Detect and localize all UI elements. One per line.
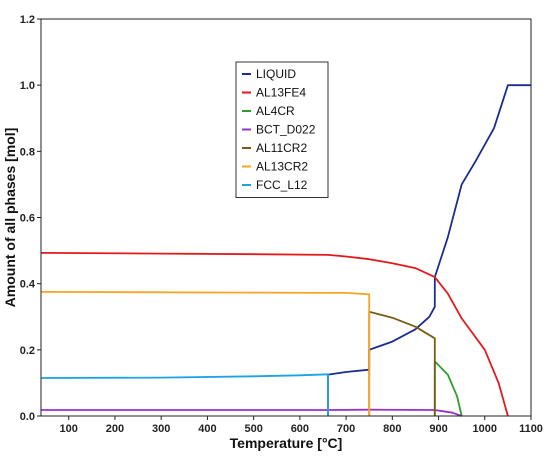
x-tick-label: 300: [152, 423, 170, 435]
x-tick-label: 1000: [473, 423, 497, 435]
series-line-fcc_l12: [40, 373, 330, 416]
y-tick-label: 0.4: [20, 279, 36, 291]
x-tick-label: 900: [429, 423, 447, 435]
x-tick-label: 800: [383, 423, 401, 435]
y-tick-label: 0.8: [20, 146, 35, 158]
y-tick-label: 0.2: [20, 345, 35, 357]
x-tick-label: 200: [106, 423, 124, 435]
y-tick-label: 1.2: [20, 14, 35, 26]
legend-label-liquid: LIQUID: [256, 67, 296, 81]
series-line-liquid: [327, 84, 531, 416]
y-tick-label: 1.0: [20, 80, 35, 92]
legend-label-al4cr: AL4CR: [256, 104, 295, 118]
y-axis-title: Amount of all phases [mol]: [2, 128, 18, 308]
x-tick-label: 400: [198, 423, 216, 435]
x-tick-label: 600: [291, 423, 309, 435]
x-tick-label: 100: [60, 423, 78, 435]
series-layer: [40, 84, 531, 417]
legend-box: [235, 61, 329, 198]
series-line-al13fe4: [40, 252, 509, 417]
y-ticks: 0.0 0.2 0.4 0.6 0.8 1.0 1.2: [20, 14, 41, 423]
series-line-al11cr2: [368, 310, 436, 416]
legend-label-fcc_l12: FCC_L12: [256, 178, 308, 192]
legend-label-al11cr2: AL11CR2: [256, 141, 307, 155]
legend-label-bct_d022: BCT_D022: [256, 123, 316, 137]
legend-label-al13fe4: AL13FE4: [256, 86, 306, 100]
x-ticks: 100 200 300 400 500 600 700 800 900 1000 1100: [60, 416, 543, 435]
series-line-al13cr2: [40, 290, 371, 416]
x-axis-title: Temperature [°C]: [230, 435, 343, 451]
x-tick-label: 1100: [519, 423, 543, 435]
series-line-bct_d022: [41, 408, 463, 417]
legend-label-al13cr2: AL13CR2: [256, 160, 308, 174]
x-tick-label: 500: [244, 423, 262, 435]
y-tick-label: 0.6: [20, 213, 35, 225]
legend: LIQUID AL13FE4 AL4CR BCT_D022 AL11CR2 AL13CR2…: [235, 61, 329, 198]
x-tick-label: 700: [337, 423, 355, 435]
y-tick-label: 0.0: [20, 411, 35, 423]
series-line-al4cr: [433, 360, 463, 417]
